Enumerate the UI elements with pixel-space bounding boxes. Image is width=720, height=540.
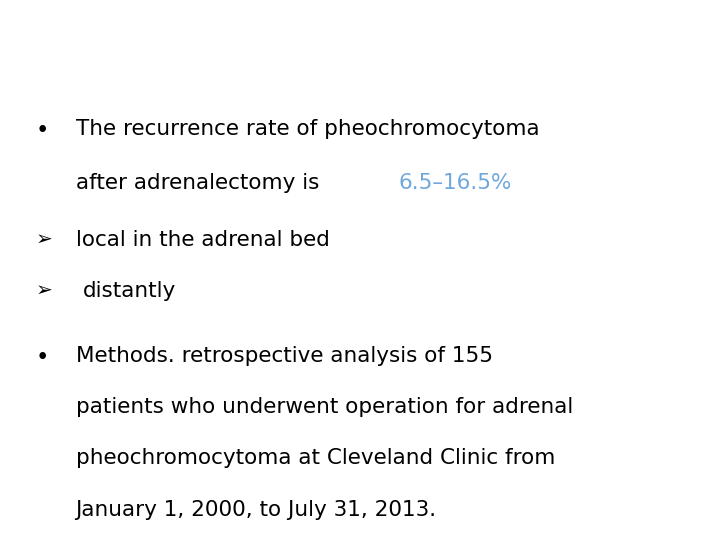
Text: local in the adrenal bed: local in the adrenal bed	[76, 230, 330, 249]
Text: The recurrence rate of pheochromocytoma: The recurrence rate of pheochromocytoma	[76, 119, 539, 139]
Text: January 1, 2000, to July 31, 2013.: January 1, 2000, to July 31, 2013.	[76, 500, 437, 519]
Text: patients who underwent operation for adrenal: patients who underwent operation for adr…	[76, 397, 573, 417]
Text: 6.5–16.5%: 6.5–16.5%	[398, 173, 512, 193]
Text: pheochromocytoma at Cleveland Clinic from: pheochromocytoma at Cleveland Clinic fro…	[76, 448, 555, 468]
Text: ➢: ➢	[36, 230, 53, 248]
Text: distantly: distantly	[83, 281, 176, 301]
Text: •: •	[36, 346, 50, 369]
Text: •: •	[36, 119, 50, 142]
Text: Methods. retrospective analysis of 155: Methods. retrospective analysis of 155	[76, 346, 492, 366]
Text: after adrenalectomy is: after adrenalectomy is	[76, 173, 326, 193]
Text: ➢: ➢	[36, 281, 53, 300]
